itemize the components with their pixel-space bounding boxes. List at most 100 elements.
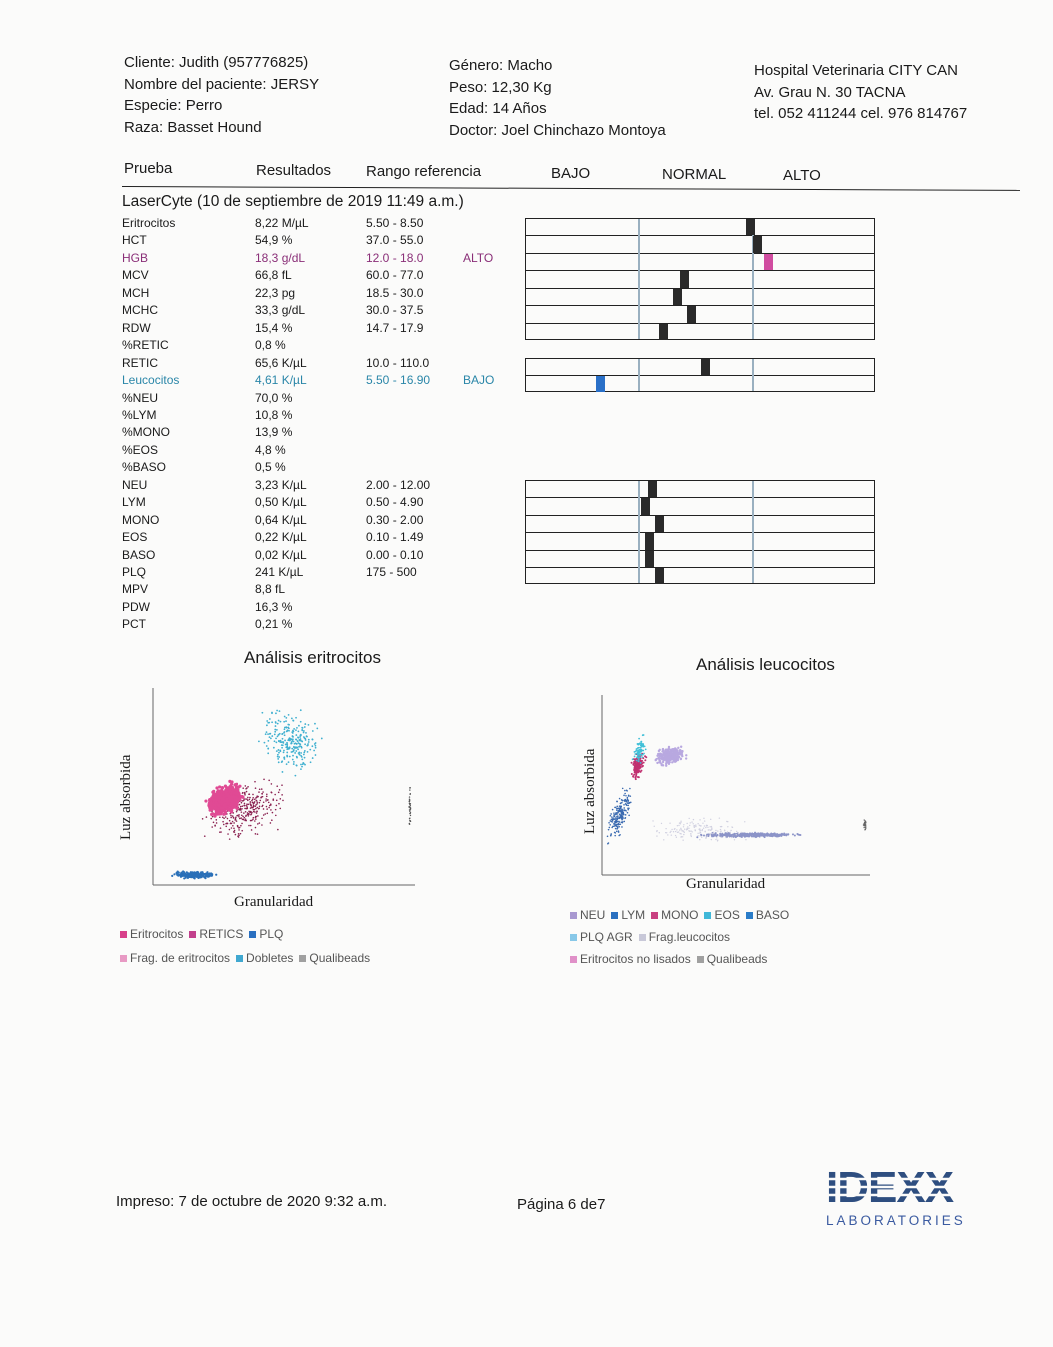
legend-label: Frag. de eritrocitos	[130, 951, 231, 965]
scatter-point	[269, 822, 272, 824]
scatter-point	[623, 820, 626, 823]
scatter-point	[277, 749, 280, 751]
scatter-point	[763, 836, 766, 839]
scatter-point	[615, 820, 618, 823]
result-range: 0.30 - 2.00	[366, 512, 424, 527]
hospital-info: Hospital Veterinaria CITY CAN Av. Grau N…	[754, 60, 967, 125]
scatter-point	[216, 792, 220, 796]
scatter-point	[864, 829, 866, 831]
scatter-point	[293, 742, 296, 745]
scatter-point	[244, 810, 247, 813]
scatter-point	[671, 750, 674, 753]
scatter-point	[271, 712, 273, 715]
scatter-point	[212, 793, 216, 798]
scatter-point	[241, 822, 243, 825]
scatter-point	[307, 743, 309, 745]
result-row: MCH 22,3 pg 18.5 - 30.0	[0, 286, 1053, 304]
scatter-point	[705, 826, 707, 829]
result-row: PDW 16,3 %	[0, 600, 1053, 618]
scatter-point	[232, 824, 234, 827]
scatter-point	[255, 812, 258, 814]
scatter-point	[704, 831, 706, 833]
scatter-point	[313, 743, 316, 745]
scatter-point	[281, 732, 284, 735]
scatter-point	[265, 805, 268, 808]
result-row: MONO 0,64 K/µL 0.30 - 2.00	[0, 513, 1053, 531]
scatter-point	[223, 802, 228, 806]
idexx-logo: IDEXX LABORATORIES	[826, 1163, 1014, 1228]
scatter-point	[627, 795, 630, 797]
scatter-point	[864, 826, 867, 829]
scatter-point	[240, 817, 242, 819]
scatter-point	[314, 746, 317, 749]
scatter-point	[234, 782, 239, 786]
scatter-point	[619, 809, 621, 811]
scatter-point	[230, 780, 234, 784]
scatter-point	[682, 830, 685, 832]
scatter-point	[220, 798, 224, 802]
scatter-point	[239, 809, 241, 811]
scatter-point	[191, 872, 195, 875]
result-row: NEU 3,23 K/µL 2.00 - 12.00	[0, 478, 1053, 496]
scatter-point	[285, 716, 288, 719]
scatter-point	[252, 804, 255, 807]
result-marker	[644, 550, 654, 567]
scatter-point	[291, 735, 294, 738]
result-name: PLQ	[122, 565, 147, 579]
weight: Peso: 12,30 Kg	[449, 78, 552, 96]
scatter-point	[661, 747, 665, 751]
result-value: 16,3 %	[255, 599, 293, 614]
scatter-point	[278, 710, 281, 713]
scatter-point	[265, 798, 267, 800]
result-value: 0,22 K/µL	[255, 530, 307, 545]
scatter-point	[754, 836, 757, 839]
scatter-point	[641, 764, 644, 767]
scatter-point	[287, 739, 290, 742]
scatter-point	[623, 794, 625, 797]
scatter-point	[314, 722, 316, 725]
scatter-point	[611, 808, 614, 811]
scatter-point	[281, 784, 283, 786]
scatter-point	[699, 831, 702, 834]
scatter-point	[675, 748, 678, 751]
leuco-plot-title: Análisis leucocitos	[696, 655, 835, 674]
scatter-point	[247, 799, 249, 802]
scatter-point	[709, 826, 711, 828]
scatter-point	[710, 838, 713, 841]
legend-item: LYM	[611, 908, 645, 922]
scatter-point	[608, 826, 611, 829]
scatter-point	[408, 796, 411, 798]
scatter-point	[731, 836, 733, 839]
scatter-point	[248, 798, 251, 801]
scatter-point	[665, 827, 667, 830]
scatter-point	[687, 826, 689, 828]
scatter-point	[232, 816, 235, 819]
scatter-point	[692, 818, 695, 821]
scatter-point	[278, 751, 280, 754]
scatter-point	[287, 723, 290, 726]
scatter-point	[725, 834, 728, 837]
bar-separator	[526, 252, 874, 254]
scatter-point	[292, 760, 295, 763]
scatter-point	[665, 760, 668, 763]
scatter-point	[291, 738, 294, 741]
scatter-point	[212, 821, 215, 824]
scatter-point	[281, 744, 284, 747]
scatter-point	[252, 818, 254, 821]
scatter-point	[261, 824, 263, 826]
scatter-point	[300, 745, 303, 748]
scatter-point	[288, 755, 291, 758]
legend-swatch-icon	[249, 931, 257, 939]
scatter-point	[686, 822, 688, 825]
legend-item: Frag. de eritrocitos	[120, 951, 230, 965]
scatter-point	[622, 811, 624, 814]
scatter-point	[195, 873, 198, 876]
bar-separator	[526, 305, 874, 307]
scatter-point	[296, 726, 298, 729]
eritro-ylabel: Luz absorbida	[118, 754, 134, 840]
scatter-point	[685, 754, 688, 757]
result-row: LYM 0,50 K/µL 0.50 - 4.90	[0, 495, 1053, 513]
result-marker	[655, 568, 664, 585]
scatter-point	[220, 786, 225, 790]
scatter-point	[283, 756, 286, 759]
